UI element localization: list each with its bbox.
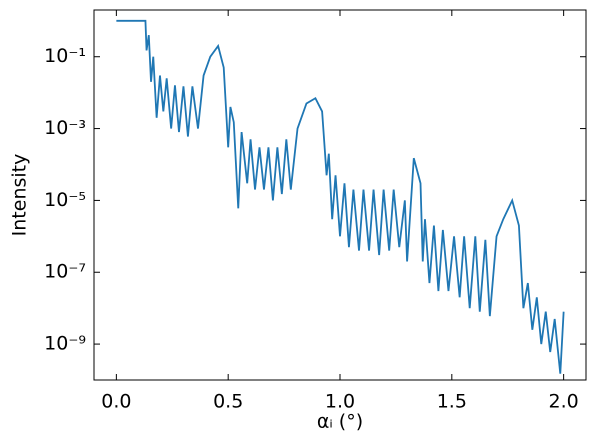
x-tick-label: 0.0 [101,391,131,413]
y-axis-label: Intensity [9,154,31,237]
x-tick-label: 2.0 [549,391,579,413]
x-axis-label: αᵢ (°) [317,411,363,433]
plot-frame [93,9,587,381]
y-tick-label: 10⁻⁹ [44,333,86,355]
x-tick-label: 1.5 [437,391,467,413]
y-tick-label: 10⁻⁷ [44,261,86,283]
y-tick-label: 10⁻³ [44,117,86,139]
data-line [116,19,565,374]
x-tick-label: 1.0 [325,391,355,413]
y-tick-label: 10⁻¹ [44,45,86,67]
y-tick-label: 10⁻⁵ [44,189,86,211]
x-tick-label: 0.5 [213,391,243,413]
